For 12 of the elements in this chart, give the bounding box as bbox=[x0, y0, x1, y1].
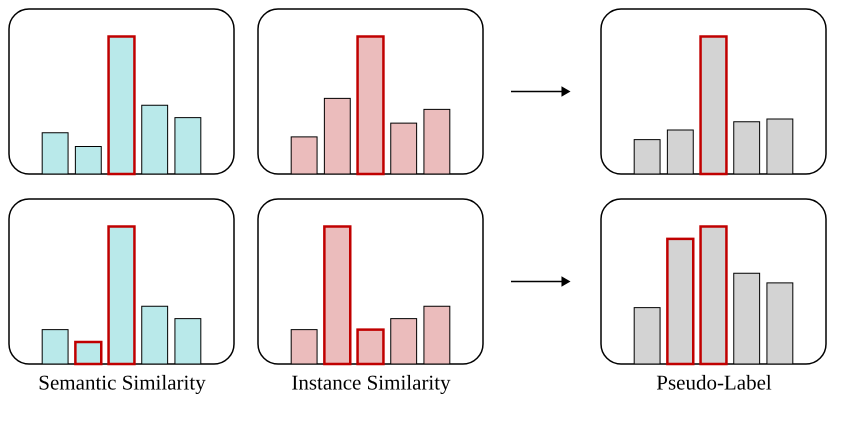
bar bbox=[666, 238, 695, 366]
bar bbox=[107, 35, 136, 176]
bar bbox=[699, 225, 728, 366]
bar bbox=[356, 328, 385, 366]
x-axis-title: Pseudo-Label bbox=[656, 370, 772, 394]
bar bbox=[323, 225, 352, 366]
x-axis-title: Instance Similarity bbox=[291, 370, 452, 394]
bar bbox=[356, 35, 385, 176]
bar bbox=[107, 225, 136, 366]
bar bbox=[74, 340, 103, 366]
bar bbox=[699, 35, 728, 176]
x-axis-title: Semantic Similarity bbox=[38, 370, 206, 394]
